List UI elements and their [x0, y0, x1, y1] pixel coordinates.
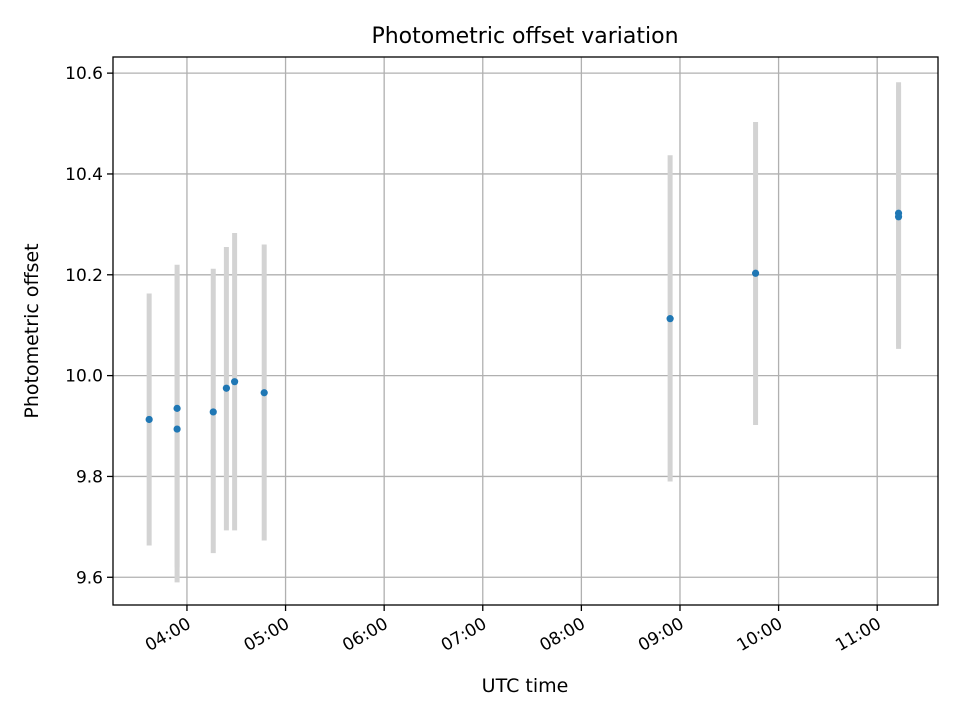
grid-lines	[113, 57, 938, 605]
y-axis-label: Photometric offset	[21, 243, 43, 418]
data-point	[173, 425, 181, 433]
y-tick-label: 10.2	[65, 266, 103, 286]
y-tick-label: 10.0	[65, 367, 103, 387]
data-point	[894, 213, 903, 221]
data-point	[173, 404, 181, 412]
data-point	[666, 315, 674, 323]
data-point	[209, 408, 217, 416]
x-axis-label: UTC time	[482, 675, 569, 697]
data-point	[222, 384, 230, 392]
y-tick-label: 9.6	[76, 568, 103, 588]
data-point	[751, 269, 760, 277]
data-point	[231, 378, 239, 386]
y-tick-label: 9.8	[76, 467, 103, 487]
data-points	[145, 209, 903, 433]
plot-area	[113, 57, 938, 605]
chart-title: Photometric offset variation	[371, 24, 678, 49]
plot-frame	[112, 56, 939, 606]
y-tick-label: 10.6	[65, 64, 103, 84]
y-tick-label: 10.4	[65, 165, 103, 185]
data-point	[260, 389, 268, 397]
data-point	[145, 415, 153, 424]
